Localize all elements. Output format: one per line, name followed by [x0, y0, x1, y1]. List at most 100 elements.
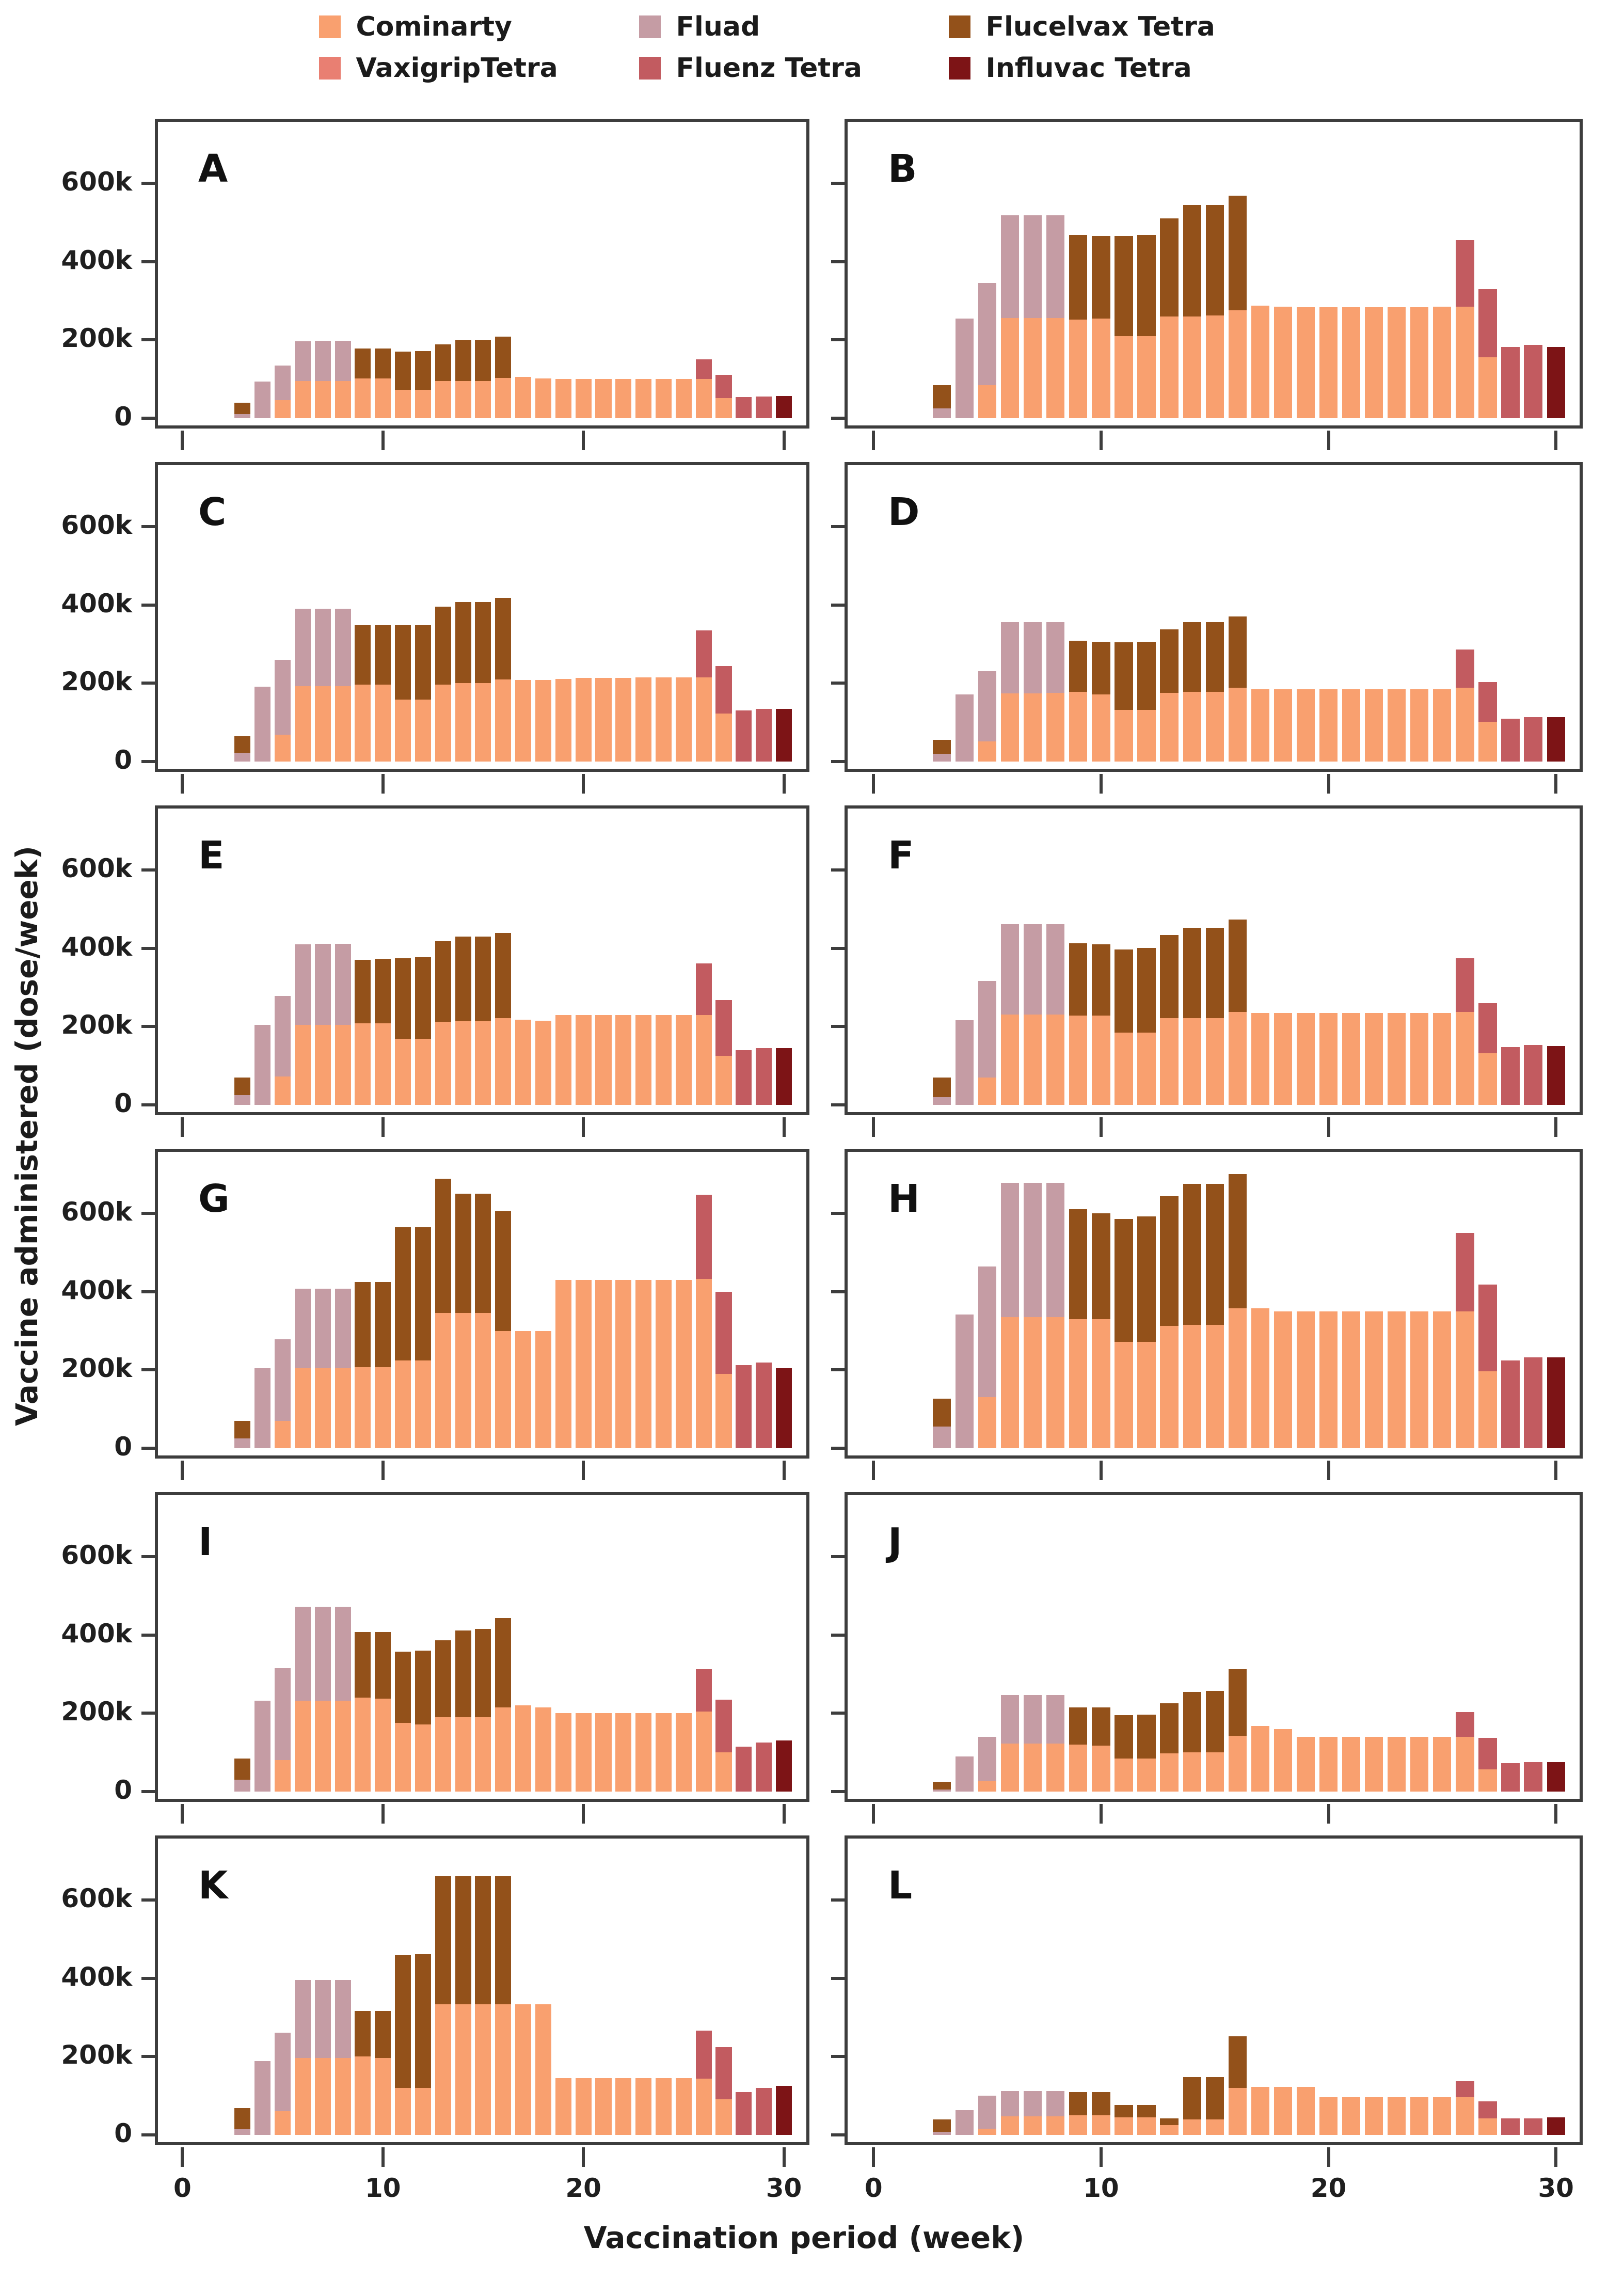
- bar-week-7-cominarty: [1024, 318, 1042, 418]
- bar-week-24-cominarty: [655, 677, 672, 762]
- bar-week-28-fluenz: [1501, 1047, 1520, 1105]
- bar-week-3-flucelvax: [234, 1077, 251, 1096]
- bar-week-25-cominarty: [1433, 2097, 1452, 2135]
- bar-week-5-cominarty: [275, 1076, 291, 1105]
- bar-week-5-fluad: [978, 283, 997, 385]
- bar-week-27-fluenz: [715, 1000, 732, 1056]
- bar-week-7-fluad: [314, 1980, 331, 2058]
- bar-week-26-cominarty: [695, 2078, 712, 2135]
- bar-week-27-fluenz: [1478, 1285, 1497, 1372]
- x-tick-0: [872, 2147, 875, 2167]
- bar-week-4-fluad: [254, 687, 271, 762]
- bar-week-6-fluad: [294, 1980, 311, 2058]
- bar-week-27-cominarty: [715, 1373, 732, 1448]
- bar-week-21-cominarty: [595, 1713, 612, 1792]
- bar-week-17-cominarty: [515, 1020, 532, 1105]
- bar-week-19-cominarty: [1296, 307, 1315, 418]
- bar-week-7-cominarty: [314, 2057, 331, 2135]
- bar-week-7-cominarty: [1024, 1317, 1042, 1448]
- bar-week-29-fluenz: [756, 1048, 772, 1105]
- bar-week-17-cominarty: [1251, 2087, 1269, 2135]
- panel-letter-L: L: [888, 1863, 913, 1908]
- bar-week-12-cominarty: [415, 390, 431, 418]
- bar-week-30-influvac: [775, 708, 792, 762]
- y-tick-label: 600k: [61, 167, 132, 197]
- bar-week-6-cominarty: [294, 381, 311, 418]
- bar-week-3-fluad: [234, 1438, 251, 1448]
- bar-week-29-fluenz: [1524, 2118, 1542, 2135]
- y-tick-label: 200k: [61, 1697, 132, 1727]
- x-axis-title: Vaccination period (week): [583, 2220, 1025, 2255]
- legend-item-fluad: Fluad: [639, 11, 949, 42]
- y-tick-200k: [831, 1025, 845, 1028]
- bar-week-18-cominarty: [535, 1707, 551, 1792]
- bar-week-3-fluad: [932, 2131, 951, 2135]
- bar-week-9-flucelvax: [355, 2010, 371, 2056]
- bar-week-7-fluad: [1024, 622, 1042, 694]
- bar-week-17-cominarty: [1251, 1308, 1269, 1448]
- bar-week-6-fluad: [294, 609, 311, 686]
- bar-week-9-flucelvax: [1069, 235, 1088, 320]
- bar-week-5-fluad: [978, 2096, 997, 2129]
- bar-week-21-cominarty: [1342, 307, 1361, 418]
- bar-week-29-fluenz: [1524, 345, 1542, 418]
- y-tick-label: 400k: [61, 588, 132, 619]
- bar-week-12-flucelvax: [415, 1954, 431, 2088]
- x-tick-10: [381, 1117, 385, 1137]
- bar-week-9-flucelvax: [1069, 640, 1088, 692]
- x-tick-label: 20: [565, 2173, 601, 2203]
- legend-label: Cominarty: [356, 11, 512, 42]
- bar-week-21-cominarty: [595, 2078, 612, 2135]
- bar-week-5-cominarty: [275, 735, 291, 762]
- panel-letter-C: C: [198, 490, 227, 534]
- bar-week-6-fluad: [294, 1288, 311, 1368]
- panel-I: I 0 200k 400k 600k: [61, 1492, 809, 1824]
- bar-week-25-cominarty: [675, 677, 692, 762]
- x-tick-label: 10: [1083, 2173, 1119, 2203]
- bar-week-15-flucelvax: [475, 1629, 491, 1717]
- bar-week-20-cominarty: [1319, 689, 1338, 762]
- bar-week-30-influvac: [1547, 1762, 1565, 1792]
- bar-week-26-cominarty: [695, 1279, 712, 1448]
- bar-week-26-cominarty: [695, 677, 712, 762]
- bar-week-17-cominarty: [1251, 1012, 1269, 1105]
- bar-week-14-flucelvax: [1183, 622, 1201, 692]
- bar-week-12-cominarty: [1137, 2117, 1156, 2135]
- bar-week-3-flucelvax: [932, 1398, 951, 1427]
- bar-week-10-cominarty: [375, 2057, 391, 2135]
- bar-week-5-cominarty: [978, 1077, 997, 1105]
- bar-week-18-cominarty: [1273, 1012, 1293, 1105]
- bar-week-25-cominarty: [1433, 689, 1452, 762]
- bar-week-3-flucelvax: [932, 2119, 951, 2132]
- bar-week-9-flucelvax: [1069, 1209, 1088, 1319]
- bar-week-20-cominarty: [1319, 2097, 1338, 2135]
- bar-week-7-cominarty: [1024, 2116, 1042, 2135]
- y-tick-200k: [831, 1712, 845, 1715]
- bar-week-26-fluenz: [695, 1194, 712, 1279]
- bar-week-3-flucelvax: [932, 740, 951, 754]
- bar-week-6-cominarty: [294, 1701, 311, 1792]
- bar-week-26-cominarty: [1456, 1012, 1474, 1105]
- bar-week-10-cominarty: [1092, 694, 1110, 762]
- bar-week-27-cominarty: [1478, 1053, 1497, 1105]
- bar-week-5-cominarty: [978, 1780, 997, 1792]
- x-tick-0: [181, 1804, 184, 1824]
- bar-week-12-flucelvax: [415, 957, 431, 1039]
- bar-week-27-fluenz: [1478, 2101, 1497, 2119]
- bar-week-13-flucelvax: [435, 607, 451, 685]
- bar-week-20-cominarty: [1319, 1311, 1338, 1448]
- bar-week-12-cominarty: [1137, 336, 1156, 418]
- bar-week-30-influvac: [1547, 1046, 1565, 1105]
- bar-week-11-cominarty: [395, 1038, 411, 1105]
- bar-week-19-cominarty: [555, 1015, 571, 1105]
- bar-week-12-flucelvax: [1137, 1216, 1156, 1342]
- bar-week-11-cominarty: [1115, 709, 1133, 762]
- y-tick-400k: [141, 603, 155, 607]
- bar-week-26-fluenz: [695, 1669, 712, 1712]
- bar-week-16-cominarty: [1228, 688, 1247, 762]
- bar-week-24-cominarty: [1410, 689, 1429, 762]
- bar-week-26-cominarty: [1456, 2097, 1474, 2135]
- bar-week-26-fluenz: [1456, 958, 1474, 1012]
- bar-week-12-flucelvax: [415, 625, 431, 700]
- bar-week-12-cominarty: [1137, 1758, 1156, 1792]
